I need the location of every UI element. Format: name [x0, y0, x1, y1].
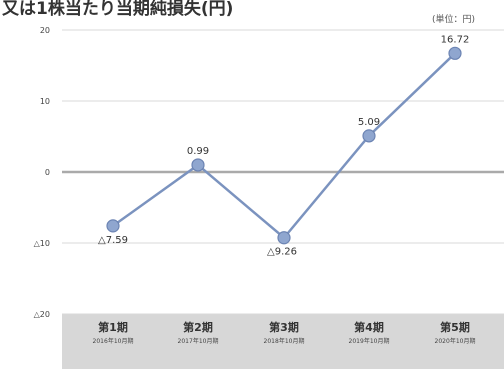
y-tick-label: 20 — [40, 26, 50, 35]
x-tick-label: 第5期 — [440, 320, 470, 334]
x-tick-sublabel: 2020年10月期 — [435, 337, 476, 345]
y-tick-label: △10 — [34, 239, 50, 248]
data-point — [362, 129, 376, 143]
data-label: △9.26 — [267, 247, 297, 258]
y-tick-label: 10 — [40, 97, 50, 106]
data-label: 0.99 — [187, 146, 209, 157]
data-label: △7.59 — [98, 235, 128, 246]
data-label: 16.72 — [441, 34, 470, 45]
x-tick-label: 第1期 — [98, 320, 128, 334]
x-tick-label: 第4期 — [354, 320, 384, 334]
x-tick-label: 第3期 — [269, 320, 299, 334]
data-point — [106, 219, 120, 233]
data-point — [277, 231, 291, 245]
x-tick-sublabel: 2017年10月期 — [178, 337, 219, 345]
x-tick-label: 第2期 — [183, 320, 213, 334]
series-line — [112, 52, 456, 240]
data-point — [191, 158, 205, 172]
x-tick-sublabel: 2018年10月期 — [264, 337, 305, 345]
data-point — [448, 46, 462, 60]
x-tick-sublabel: 2016年10月期 — [93, 337, 134, 345]
category-band — [62, 314, 504, 369]
chart-title: 又は1株当たり当期純損失(円) — [2, 0, 234, 19]
y-tick-label: △20 — [34, 310, 50, 319]
y-tick-label: 0 — [45, 168, 50, 177]
unit-label: (単位：円) — [432, 15, 476, 25]
x-tick-sublabel: 2019年10月期 — [349, 337, 390, 345]
data-label: 5.09 — [358, 117, 380, 128]
